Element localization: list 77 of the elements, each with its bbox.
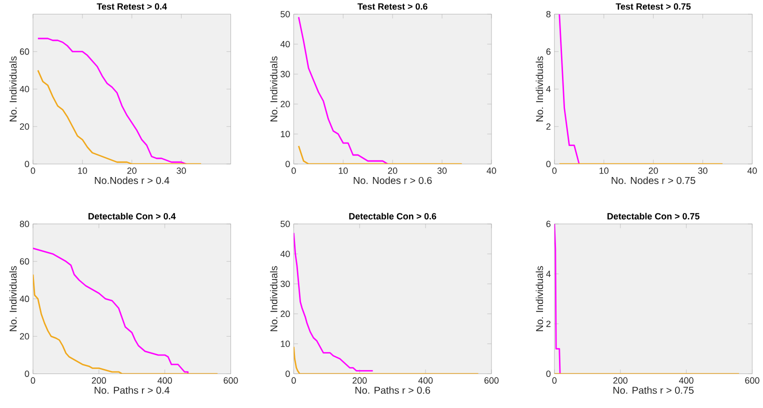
x-tick-label: 200 bbox=[92, 377, 106, 384]
chart-title: Detectable Con > 0.4 bbox=[88, 212, 176, 220]
x-tick-label: 0 bbox=[552, 168, 557, 174]
x-tick-label: 400 bbox=[418, 377, 433, 384]
x-tick-label: 0 bbox=[292, 377, 296, 384]
x-tick-label: 0 bbox=[30, 377, 36, 384]
y-tick-label: 40 bbox=[280, 41, 290, 48]
y-tick-label: 40 bbox=[20, 296, 30, 302]
x-tick-label: 20 bbox=[388, 168, 398, 174]
x-tick-label: 30 bbox=[437, 168, 447, 174]
y-tick-label: 30 bbox=[280, 71, 290, 78]
y-tick-label: 0 bbox=[24, 160, 30, 168]
x-tick-label: 40 bbox=[486, 168, 496, 174]
chart-title: Detectable Con > 0.75 bbox=[607, 212, 700, 220]
x-tick-label: 600 bbox=[745, 377, 760, 384]
y-tick-label: 40 bbox=[280, 250, 290, 258]
x-tick-label: 30 bbox=[176, 168, 186, 174]
y-tick-label: 20 bbox=[280, 101, 290, 108]
x-tick-label: 10 bbox=[600, 168, 609, 174]
y-tick-label: 40 bbox=[20, 86, 30, 92]
y-tick-label: 8 bbox=[546, 11, 551, 18]
y-tick-label: 0 bbox=[286, 370, 290, 378]
x-axis-title: No.Nodes r > 0.4 bbox=[94, 176, 170, 184]
x-tick-label: 400 bbox=[158, 377, 172, 384]
y-tick-label: 20 bbox=[20, 123, 30, 130]
x-tick-label: 20 bbox=[127, 168, 137, 174]
x-tick-label: 0 bbox=[292, 168, 296, 174]
x-axis-title: No. Paths r > 0.75 bbox=[613, 386, 694, 394]
y-tick-label: 60 bbox=[20, 48, 30, 55]
y-tick-label: 80 bbox=[20, 220, 30, 228]
y-tick-label: 20 bbox=[280, 310, 290, 318]
x-tick-label: 200 bbox=[352, 377, 367, 384]
x-axis-title: No. Nodes r > 0.75 bbox=[612, 176, 696, 184]
chart-title: Test Retest > 0.4 bbox=[96, 3, 167, 10]
chart-title: Test Retest > 0.75 bbox=[616, 3, 691, 10]
y-tick-label: 10 bbox=[280, 130, 290, 138]
y-tick-label: 50 bbox=[280, 220, 290, 228]
y-axis-title: No. Individuals bbox=[9, 56, 17, 122]
line-series bbox=[294, 346, 479, 374]
x-tick-label: 600 bbox=[484, 377, 499, 384]
x-tick-label: 40 bbox=[747, 168, 757, 174]
y-tick-label: 2 bbox=[546, 124, 550, 130]
y-tick-label: 0 bbox=[24, 370, 30, 378]
chart-title: Detectable Con > 0.6 bbox=[349, 212, 436, 220]
y-axis-title: No. Individuals bbox=[270, 266, 278, 332]
y-axis-title: No. Individuals bbox=[536, 266, 544, 332]
y-tick-label: 0 bbox=[546, 160, 551, 168]
x-tick-label: 400 bbox=[679, 377, 694, 384]
chart-title: Test Retest > 0.6 bbox=[358, 3, 428, 10]
y-tick-label: 6 bbox=[546, 48, 551, 55]
y-tick-label: 0 bbox=[286, 160, 290, 168]
y-tick-label: 50 bbox=[280, 11, 290, 18]
y-tick-label: 4 bbox=[546, 86, 551, 92]
x-tick-label: 0 bbox=[552, 377, 557, 384]
y-tick-label: 4 bbox=[546, 270, 551, 278]
x-axis-title: No. Paths r > 0.6 bbox=[355, 386, 430, 394]
x-tick-label: 10 bbox=[78, 168, 88, 174]
x-tick-label: 10 bbox=[338, 168, 348, 174]
line-series bbox=[558, 14, 580, 164]
line-series bbox=[554, 224, 561, 374]
x-tick-label: 600 bbox=[224, 377, 238, 384]
x-axis-title: No. Nodes r > 0.6 bbox=[354, 176, 432, 184]
y-tick-label: 2 bbox=[546, 320, 550, 328]
y-tick-label: 30 bbox=[280, 280, 290, 288]
y-tick-label: 20 bbox=[20, 333, 30, 340]
y-tick-label: 6 bbox=[546, 220, 551, 228]
y-axis-title: No. Individuals bbox=[536, 56, 544, 122]
y-tick-label: 10 bbox=[280, 340, 290, 348]
y-tick-label: 0 bbox=[546, 370, 551, 378]
x-tick-label: 0 bbox=[30, 168, 36, 174]
x-tick-label: 200 bbox=[613, 377, 628, 384]
x-tick-label: 20 bbox=[648, 168, 658, 174]
y-tick-label: 60 bbox=[20, 258, 30, 265]
y-axis-title: No. Individuals bbox=[270, 56, 278, 122]
x-axis-title: No. Paths r > 0.4 bbox=[94, 386, 170, 394]
x-tick-label: 30 bbox=[698, 168, 708, 174]
y-axis-title: No. Individuals bbox=[9, 266, 17, 332]
